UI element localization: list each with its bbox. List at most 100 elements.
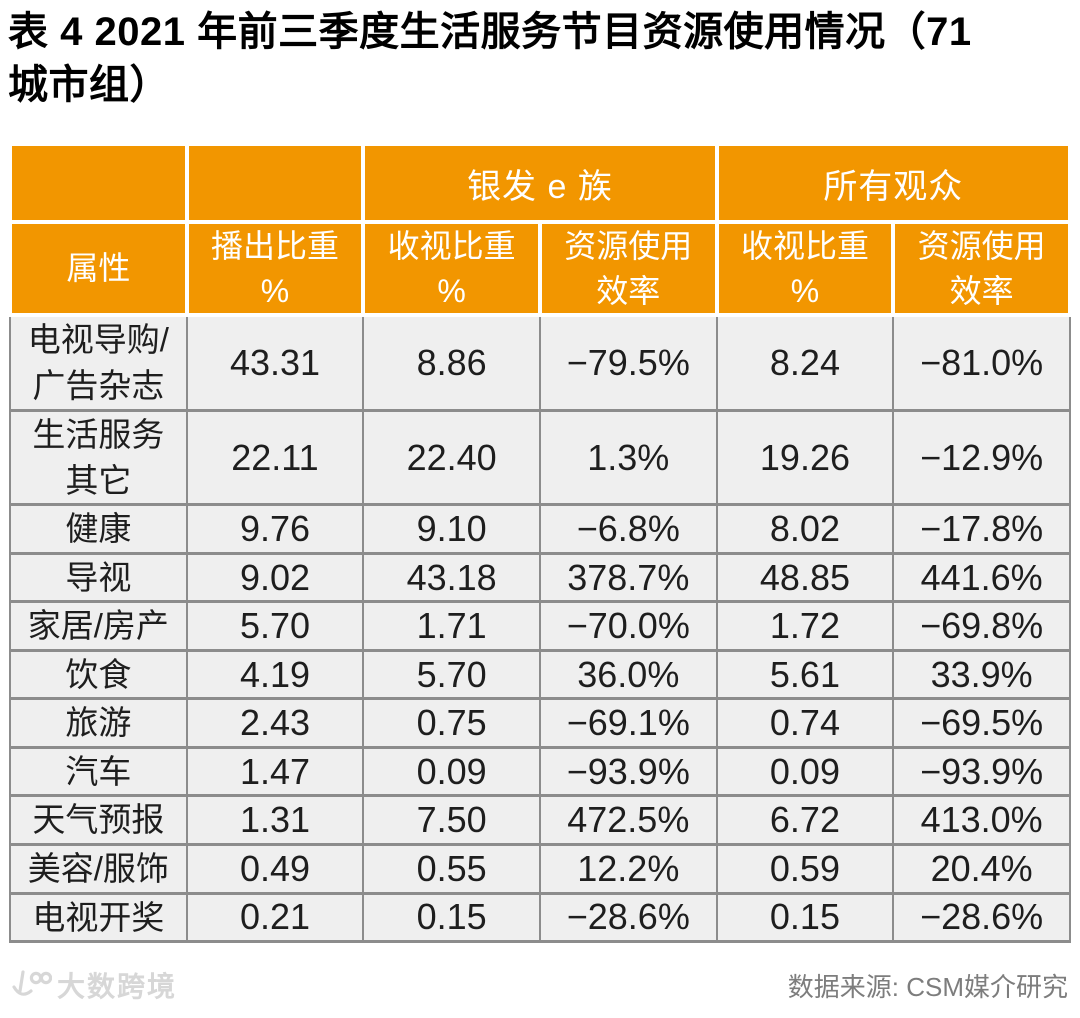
- value-cell: −69.8%: [892, 600, 1071, 652]
- row-label-cell: 电视开奖: [9, 891, 188, 944]
- footer: 大数跨境 数据来源: CSM媒介研究: [10, 965, 1068, 1005]
- row-label-line1: 家居/房产: [27, 607, 169, 645]
- row-label-line1: 天气预报: [32, 801, 165, 839]
- header-silver-efficiency-line2: 效率: [596, 272, 661, 309]
- watermark: 大数跨境: [10, 965, 177, 1005]
- header-attribute: 属性: [8, 220, 189, 317]
- header-broadcast-share-line1: 播出比重: [210, 228, 339, 265]
- value-cell: 0.75: [362, 697, 541, 749]
- value-cell: −28.6%: [892, 891, 1071, 944]
- row-label-cell: 汽车: [9, 745, 188, 798]
- value-cell: 12.2%: [538, 842, 718, 895]
- table-row: 电视导购/ 广告杂志 43.31 8.86 −79.5% 8.24 −81.0%: [9, 313, 1071, 413]
- row-label-cell: 美容/服饰: [9, 842, 188, 895]
- header-all-efficiency: 资源使用 效率: [891, 220, 1072, 317]
- value-cell: 0.09: [362, 745, 541, 798]
- row-label-line1: 生活服务: [32, 416, 165, 454]
- value-cell: −79.5%: [538, 313, 718, 413]
- value-cell: −93.9%: [892, 745, 1071, 798]
- value-cell: 413.0%: [892, 794, 1071, 846]
- value-cell: 0.21: [185, 891, 365, 944]
- row-label-cell: 天气预报: [9, 794, 188, 846]
- value-cell: 0.15: [715, 891, 895, 944]
- table-row: 家居/房产 5.70 1.71 −70.0% 1.72 −69.8%: [9, 600, 1071, 652]
- data-source-text: 数据来源: CSM媒介研究: [787, 971, 1068, 1002]
- row-label-line1: 健康: [65, 510, 132, 548]
- table-row: 汽车 1.47 0.09 −93.9% 0.09 −93.9%: [9, 745, 1071, 798]
- value-cell: 8.86: [362, 313, 541, 413]
- value-cell: 0.59: [715, 842, 895, 895]
- value-cell: −17.8%: [892, 503, 1071, 555]
- row-label-line1: 饮食: [65, 655, 132, 693]
- value-cell: 8.02: [715, 503, 895, 555]
- row-label-cell: 旅游: [9, 697, 188, 749]
- row-label-cell: 电视导购/ 广告杂志: [9, 313, 188, 413]
- table-row: 导视 9.02 43.18 378.7% 48.85 441.6%: [9, 551, 1071, 604]
- header-all-efficiency-line1: 资源使用: [917, 228, 1046, 265]
- value-cell: 1.72: [715, 600, 895, 652]
- row-label-cell: 生活服务 其它: [9, 409, 188, 507]
- value-cell: 43.18: [362, 551, 541, 604]
- value-cell: 5.70: [362, 648, 541, 701]
- value-cell: 1.71: [362, 600, 541, 652]
- value-cell: 20.4%: [892, 842, 1071, 895]
- value-cell: 7.50: [362, 794, 541, 846]
- header-silver-efficiency: 资源使用 效率: [537, 220, 719, 317]
- row-label-line1: 旅游: [65, 704, 132, 742]
- table-row: 天气预报 1.31 7.50 472.5% 6.72 413.0%: [9, 794, 1071, 846]
- row-label-line1: 导视: [65, 558, 132, 596]
- value-cell: 441.6%: [892, 551, 1071, 604]
- header-silver-view-share: 收视比重 %: [361, 220, 542, 317]
- header-empty-attribute: [8, 142, 189, 225]
- value-cell: 33.9%: [892, 648, 1071, 701]
- value-cell: −69.1%: [538, 697, 718, 749]
- value-cell: 1.31: [185, 794, 365, 846]
- value-cell: −28.6%: [538, 891, 718, 944]
- row-label-cell: 健康: [9, 503, 188, 555]
- value-cell: 22.40: [362, 409, 541, 507]
- header-empty-broadcast: [184, 142, 366, 225]
- value-cell: 0.09: [715, 745, 895, 798]
- value-cell: 1.47: [185, 745, 365, 798]
- value-cell: 19.26: [715, 409, 895, 507]
- table-row: 健康 9.76 9.10 −6.8% 8.02 −17.8%: [9, 503, 1071, 555]
- table-row: 生活服务 其它 22.11 22.40 1.3% 19.26 −12.9%: [9, 409, 1071, 507]
- value-cell: −69.5%: [892, 697, 1071, 749]
- value-cell: −81.0%: [892, 313, 1071, 413]
- header-attribute-line1: 属性: [66, 250, 131, 287]
- value-cell: 0.15: [362, 891, 541, 944]
- value-cell: 6.72: [715, 794, 895, 846]
- row-label-line1: 美容/服饰: [27, 849, 169, 887]
- value-cell: 472.5%: [538, 794, 718, 846]
- table-row: 旅游 2.43 0.75 −69.1% 0.74 −69.5%: [9, 697, 1071, 749]
- watermark-text: 大数跨境: [57, 971, 178, 1003]
- dashukuajing-logo-icon: [12, 970, 52, 996]
- value-cell: 43.31: [185, 313, 365, 413]
- resource-usage-table: 银发 e 族 所有观众 属性 播出比重 % 收视比重 % 资源使用 效率 收视比…: [8, 142, 1073, 944]
- row-label-cell: 家居/房产: [9, 600, 188, 652]
- value-cell: −12.9%: [892, 409, 1071, 507]
- value-cell: 5.61: [715, 648, 895, 701]
- value-cell: 8.24: [715, 313, 895, 413]
- header-silver-efficiency-line1: 资源使用: [564, 228, 693, 265]
- table-row: 电视开奖 0.21 0.15 −28.6% 0.15 −28.6%: [9, 891, 1071, 944]
- header-all-view-share-line2: %: [790, 272, 820, 309]
- value-cell: 0.49: [185, 842, 365, 895]
- value-cell: 4.19: [185, 648, 365, 701]
- value-cell: 2.43: [185, 697, 365, 749]
- value-cell: 48.85: [715, 551, 895, 604]
- header-group-silver-e: 银发 e 族: [361, 142, 719, 225]
- value-cell: 9.10: [362, 503, 541, 555]
- header-silver-view-share-line2: %: [437, 272, 466, 309]
- value-cell: 1.3%: [538, 409, 718, 507]
- table-title: 表 4 2021 年前三季度生活服务节目资源使用情况（71 城市组）: [8, 6, 1070, 112]
- value-cell: 5.70: [185, 600, 365, 652]
- row-label-cell: 饮食: [9, 648, 188, 701]
- value-cell: 0.74: [715, 697, 895, 749]
- header-group-all-viewers: 所有观众: [714, 142, 1073, 225]
- header-column-row: 属性 播出比重 % 收视比重 % 资源使用 效率 收视比重 % 资源使用 效率: [8, 220, 1072, 317]
- value-cell: 9.76: [185, 503, 365, 555]
- header-group-row: 银发 e 族 所有观众: [8, 142, 1073, 225]
- value-cell: 22.11: [185, 409, 365, 507]
- table-title-line1: 表 4 2021 年前三季度生活服务节目资源使用情况（71: [8, 10, 972, 54]
